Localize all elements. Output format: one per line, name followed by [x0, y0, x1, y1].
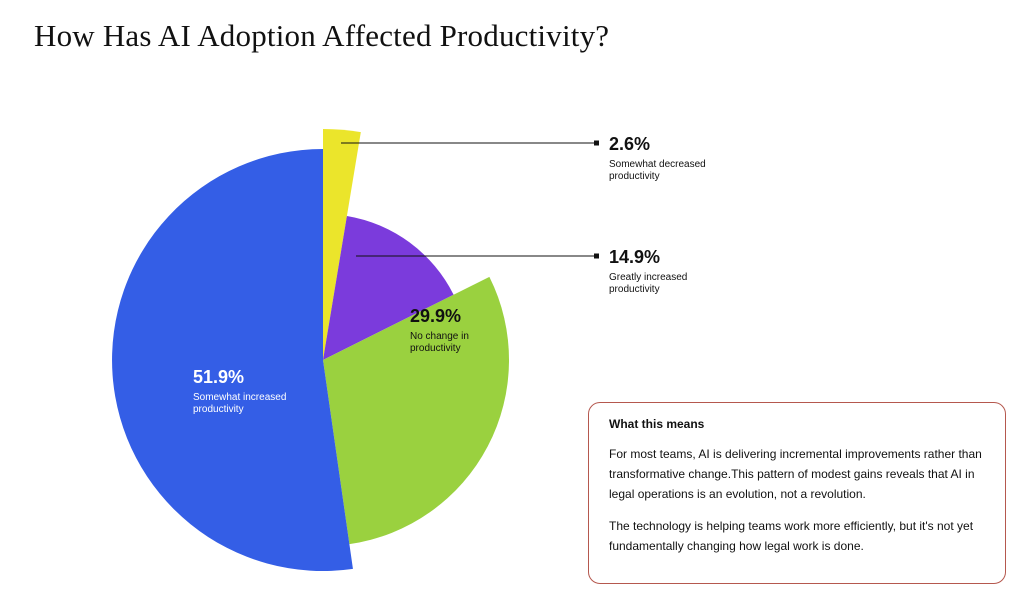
slice-caption-somewhat-increased-productivity-line-1: Somewhat increased [193, 392, 286, 403]
slice-value-no-change-in-productivity: 29.9% [410, 306, 461, 326]
pie-slice-no-change-in-productivity [323, 276, 510, 545]
slice-caption-no-change-in-productivity-line-1: No change in [410, 331, 469, 342]
pie-slices [112, 129, 510, 571]
slice-caption-somewhat-increased-productivity-line-2: productivity [193, 404, 244, 415]
callout-marker-greatly-increased-productivity [594, 253, 599, 259]
pie-labels: 2.6%Somewhat decreasedproductivity14.9%G… [193, 134, 706, 415]
info-box-paragraph-1: For most teams, AI is delivering increme… [609, 447, 982, 501]
slice-caption-somewhat-decreased-productivity-line-2: productivity [609, 171, 660, 182]
slice-value-somewhat-increased-productivity: 51.9% [193, 367, 244, 387]
info-box-heading: What this means [609, 417, 705, 431]
info-box-paragraph-2: The technology is helping teams work mor… [609, 519, 974, 553]
pie-slice-somewhat-decreased-productivity [323, 129, 361, 360]
pie-slice-greatly-increased-productivity [323, 215, 454, 360]
slice-value-greatly-increased-productivity: 14.9% [609, 247, 660, 267]
page-title: How Has AI Adoption Affected Productivit… [34, 18, 610, 53]
slice-caption-greatly-increased-productivity-line-2: productivity [609, 284, 660, 295]
slice-caption-no-change-in-productivity-line-2: productivity [410, 343, 461, 354]
pie-slice-somewhat-increased-productivity [112, 149, 353, 571]
callout-marker-somewhat-decreased-productivity [594, 140, 599, 146]
pie-callouts [341, 140, 599, 259]
slice-value-somewhat-decreased-productivity: 2.6% [609, 134, 650, 154]
info-box: What this means For most teams, AI is de… [588, 402, 1006, 584]
slice-caption-somewhat-decreased-productivity-line-1: Somewhat decreased [609, 159, 706, 170]
slice-caption-greatly-increased-productivity-line-1: Greatly increased [609, 272, 687, 283]
